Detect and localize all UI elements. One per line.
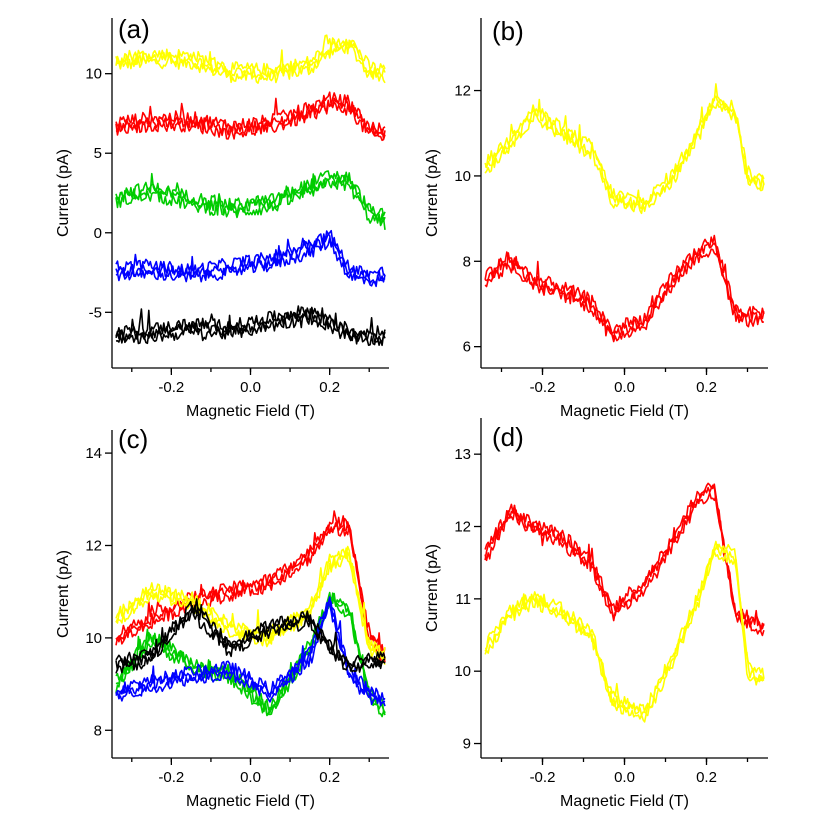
series-line (115, 524, 386, 663)
y-tick-label: -5 (89, 304, 102, 321)
series-2 (115, 170, 386, 230)
series-line (115, 305, 386, 339)
x-tick-label: 0.2 (696, 379, 717, 396)
panel-label: (b) (492, 16, 524, 46)
series-line (484, 540, 765, 713)
x-tick-label: 0.0 (614, 769, 635, 786)
y-tick-label: 10 (85, 630, 102, 647)
y-axis-label: Current (pA) (55, 550, 72, 638)
panel-c: -0.2 0.0 0.2 8 10 12 14 Magnetic Field (T) Curre… (55, 424, 389, 810)
y-tick-label: 12 (454, 519, 471, 536)
panel-label: (a) (118, 14, 150, 44)
series-0 (484, 83, 765, 215)
series-line (115, 233, 386, 285)
y-tick-label: 10 (85, 66, 102, 83)
series-line (484, 95, 765, 205)
y-axis-label: Current (pA) (424, 544, 441, 632)
y-tick-label: 14 (85, 445, 102, 462)
y-tick-label: 12 (454, 83, 471, 100)
y-tick-label: 8 (463, 253, 471, 270)
x-tick-label: -0.2 (158, 379, 184, 396)
x-axis-label: Magnetic Field (T) (186, 793, 315, 810)
panel-label: (d) (492, 422, 524, 452)
series-line (484, 102, 765, 215)
series-line (115, 545, 386, 656)
series-3 (115, 229, 386, 288)
y-tick-label: 8 (94, 722, 102, 739)
x-axis-label: Magnetic Field (T) (560, 403, 689, 420)
y-axis-label: Current (pA) (424, 149, 441, 237)
series-0 (484, 482, 765, 637)
x-tick-label: 0.2 (319, 379, 340, 396)
x-axis-label: Magnetic Field (T) (560, 793, 689, 810)
series-line (115, 34, 386, 76)
x-tick-label: -0.2 (530, 379, 556, 396)
series-1 (484, 234, 765, 343)
panel-b: -0.2 0.0 0.2 6 8 10 12 Magnetic Field (T) Curren… (424, 16, 768, 420)
series-2 (115, 596, 386, 707)
x-tick-label: 0.0 (240, 769, 261, 786)
y-axis-label: Current (pA) (55, 149, 72, 237)
series-line (484, 543, 765, 716)
x-axis-label: Magnetic Field (T) (186, 403, 315, 420)
series-line (115, 311, 386, 347)
x-tick-label: 0.0 (614, 379, 635, 396)
x-tick-label: -0.2 (158, 769, 184, 786)
series-0 (115, 510, 386, 663)
series-4 (115, 598, 386, 674)
series-1 (115, 91, 386, 142)
series-4 (115, 305, 386, 347)
series-line (115, 39, 386, 84)
y-tick-label: 10 (454, 663, 471, 680)
series-1 (484, 540, 765, 723)
y-tick-label: 13 (454, 446, 471, 463)
y-tick-label: 5 (94, 145, 102, 162)
series-line (115, 600, 386, 668)
series-line (115, 510, 386, 656)
series-line (115, 170, 386, 219)
panel-d: -0.2 0.0 0.2 9 10 11 12 13 Magnetic Field (T) Cur… (424, 418, 768, 810)
y-tick-label: 0 (94, 225, 102, 242)
series-line (115, 603, 386, 707)
x-tick-label: 0.0 (240, 379, 261, 396)
panel-a: -0.2 0.0 0.2 -5 0 5 10 Magnetic Field (T) Curren… (55, 14, 389, 420)
x-tick-label: 0.2 (319, 769, 340, 786)
y-tick-label: 10 (454, 168, 471, 185)
x-tick-label: 0.2 (696, 769, 717, 786)
series-line (484, 234, 765, 335)
y-tick-label: 12 (85, 537, 102, 554)
series-line (115, 596, 386, 701)
series-line (484, 83, 765, 210)
y-tick-label: 6 (463, 339, 471, 356)
series-0 (115, 34, 386, 84)
series-line (484, 484, 765, 632)
x-tick-label: -0.2 (530, 769, 556, 786)
series-line (115, 40, 386, 80)
series-line (484, 482, 765, 630)
y-tick-label: 11 (455, 591, 471, 608)
y-tick-label: 9 (463, 736, 471, 753)
panel-label: (c) (118, 424, 148, 454)
series-line (115, 91, 386, 136)
series-line (115, 229, 386, 279)
series-line (115, 101, 386, 142)
series-line (115, 598, 386, 707)
